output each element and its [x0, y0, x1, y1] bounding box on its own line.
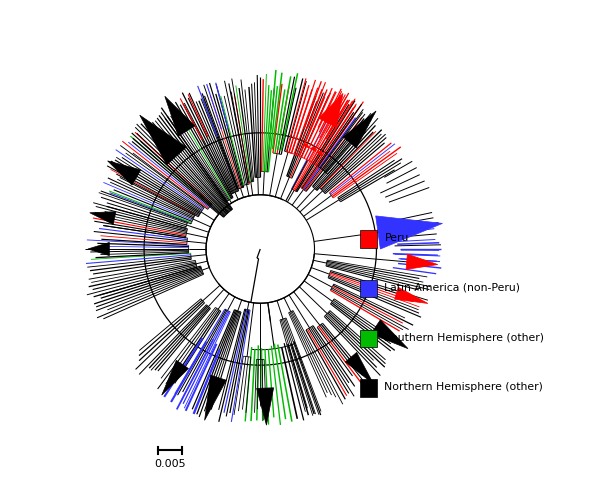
Polygon shape — [205, 375, 226, 420]
Text: Latin America (non-Peru): Latin America (non-Peru) — [385, 283, 520, 293]
Polygon shape — [165, 96, 195, 136]
Polygon shape — [376, 216, 442, 249]
Bar — [359, 379, 377, 397]
Bar — [359, 330, 377, 347]
Polygon shape — [346, 353, 374, 384]
Polygon shape — [343, 111, 376, 148]
Polygon shape — [395, 287, 428, 303]
Polygon shape — [88, 243, 109, 255]
Text: Southern Hemisphere (other): Southern Hemisphere (other) — [385, 333, 544, 343]
Polygon shape — [310, 147, 316, 151]
Polygon shape — [317, 151, 322, 155]
Bar — [359, 280, 377, 297]
Polygon shape — [140, 115, 186, 165]
Polygon shape — [107, 161, 141, 185]
Polygon shape — [406, 254, 438, 269]
Text: Peru: Peru — [385, 233, 409, 243]
Polygon shape — [371, 320, 408, 349]
Text: 0.005: 0.005 — [155, 459, 186, 469]
Text: Northern Hemisphere (other): Northern Hemisphere (other) — [385, 382, 543, 392]
Polygon shape — [90, 212, 116, 225]
Polygon shape — [162, 361, 188, 395]
Polygon shape — [257, 388, 274, 425]
Polygon shape — [303, 144, 308, 147]
Bar — [359, 231, 377, 248]
Polygon shape — [319, 94, 343, 127]
